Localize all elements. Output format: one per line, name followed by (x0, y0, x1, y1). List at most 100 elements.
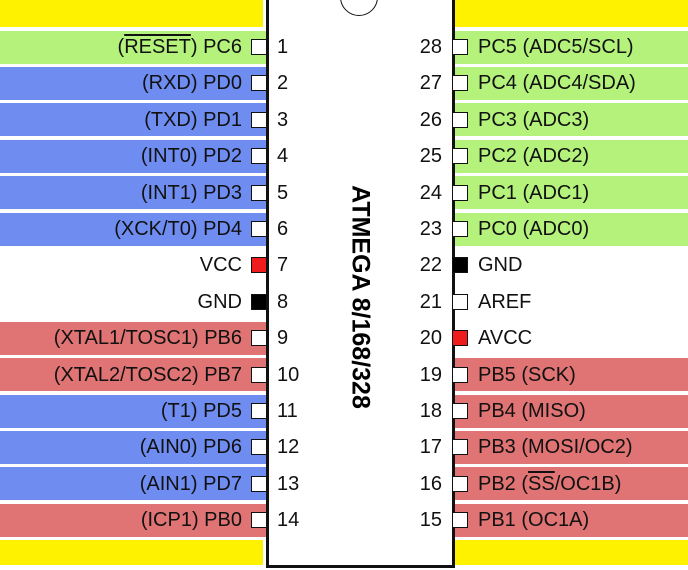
pin-band (0, 176, 268, 210)
pin-square (452, 111, 468, 128)
pin-band (450, 139, 688, 173)
pin-label-text: (XTAL1/TOSC1) PB6 (53, 327, 242, 350)
pin-band (0, 285, 268, 319)
pin-label-text: PB3 (MOSI/OC2) (478, 436, 633, 459)
pin-label: AVCC (478, 320, 532, 356)
pin-label-text: AREF (478, 290, 532, 313)
pin-label-text: PB1 (OC1A) (478, 509, 590, 532)
pin-band (0, 139, 268, 173)
pin-square (452, 39, 468, 55)
pin-label-text: (ICP1) PB0 (140, 509, 242, 532)
pin-number: 20 (419, 327, 442, 350)
pin-band (0, 358, 268, 392)
pin-number: 22 (419, 254, 442, 277)
yellow-border-bottom-right (454, 540, 688, 565)
pin-number: 23 (419, 218, 442, 240)
pin-number: 26 (419, 108, 442, 131)
pin-label: (XTAL2/TOSC2) PB7 (54, 357, 242, 393)
pin-number: 15 (419, 509, 442, 532)
pin-label: PB5 (SCK) (478, 357, 576, 393)
pin-number: 9 (277, 327, 289, 350)
pin-label: PC2 (ADC2) (478, 138, 589, 174)
pin-square (452, 330, 468, 347)
pin-label-text: /OC1B) (554, 472, 622, 495)
pin-number: 11 (277, 400, 298, 422)
pin-label: GND (198, 284, 242, 320)
pin-number: 25 (419, 145, 442, 168)
pin-label: (XTAL1/TOSC1) PB6 (54, 320, 242, 356)
pin-band (450, 394, 688, 428)
pin-band (0, 248, 268, 282)
pin-label: VCC (200, 247, 242, 283)
pin-number: 18 (419, 400, 442, 422)
pin-label-text: (T1) PD5 (160, 400, 242, 422)
pin-label-overline: SS (528, 472, 555, 495)
pin-label-text: VCC (199, 254, 242, 277)
pin-label: (XCK/T0) PD4 (114, 211, 242, 247)
pin-label: (INT0) PD2 (141, 138, 242, 174)
pin-square (251, 39, 267, 55)
pin-number: 7 (277, 254, 289, 277)
pin-label-text: ) PC6 (190, 36, 242, 58)
pin-square (452, 221, 468, 237)
pin-square (452, 257, 468, 274)
pin-label-text: (XCK/T0) PD4 (114, 218, 242, 240)
pin-number: 3 (277, 108, 289, 131)
pin-label-text: PB5 (SCK) (478, 363, 576, 386)
pin-number: 1 (277, 36, 289, 58)
pin-label-text: PC0 (ADC0) (478, 218, 590, 240)
pin-label: PC4 (ADC4/SDA) (478, 65, 636, 101)
pin-band (0, 103, 268, 137)
pin-square (452, 293, 468, 310)
pin-number: 14 (277, 509, 300, 532)
pin-label-text: PB4 (MISO) (478, 400, 586, 422)
pin-number: 12 (277, 436, 300, 459)
pin-square (251, 439, 267, 456)
pin-label: AREF (478, 284, 531, 320)
pin-label: (AIN0) PD6 (140, 429, 242, 465)
pin-label: GND (478, 247, 522, 283)
pin-number: 13 (277, 472, 300, 495)
pin-band (450, 66, 688, 100)
pin-square (251, 75, 267, 92)
pin-label: PC0 (ADC0) (478, 211, 589, 247)
pin-square (251, 330, 267, 347)
pin-square (251, 148, 267, 165)
pin-square (251, 257, 267, 274)
pin-label-overline: RESET (124, 36, 191, 58)
pin-number: 4 (277, 145, 289, 168)
pin-number: 21 (419, 290, 442, 313)
pin-square (452, 439, 468, 456)
pin-band (0, 321, 268, 355)
pin-number: 6 (277, 218, 289, 240)
pin-label: PC3 (ADC3) (478, 102, 589, 138)
pin-label-text: GND (478, 254, 523, 277)
pin-label-text: GND (197, 290, 242, 313)
pin-label: (RXD) PD0 (142, 65, 242, 101)
pin-number: 2 (277, 72, 289, 95)
pin-number: 27 (419, 72, 442, 95)
pin-square (251, 293, 267, 310)
pin-label-text: PC4 (ADC4/SDA) (478, 72, 636, 95)
pin-band (450, 321, 688, 355)
pin-square (452, 366, 468, 383)
pin-label-text: PC2 (ADC2) (478, 145, 590, 168)
pin-band (450, 212, 688, 246)
pin-label: (RESET) PC6 (118, 29, 242, 65)
pin-label: PC1 (ADC1) (478, 175, 589, 211)
pin-label-text: PB2 ( (478, 472, 529, 495)
pin-label-text: (RXD) PD0 (141, 72, 242, 95)
pin-number: 24 (419, 181, 442, 204)
pin-label: PB1 (OC1A) (478, 502, 589, 538)
pin-square (251, 221, 267, 237)
pin-label-text: (INT0) PD2 (140, 145, 242, 168)
pin-band (450, 248, 688, 282)
pin-label-text: PC5 (ADC5/SCL) (478, 36, 634, 58)
pin-square (251, 512, 267, 529)
pin-square (251, 111, 267, 128)
pin-square (452, 512, 468, 529)
pin-band (0, 30, 268, 64)
pin-label-text: AVCC (478, 327, 533, 350)
pin-label: PC5 (ADC5/SCL) (478, 29, 634, 65)
